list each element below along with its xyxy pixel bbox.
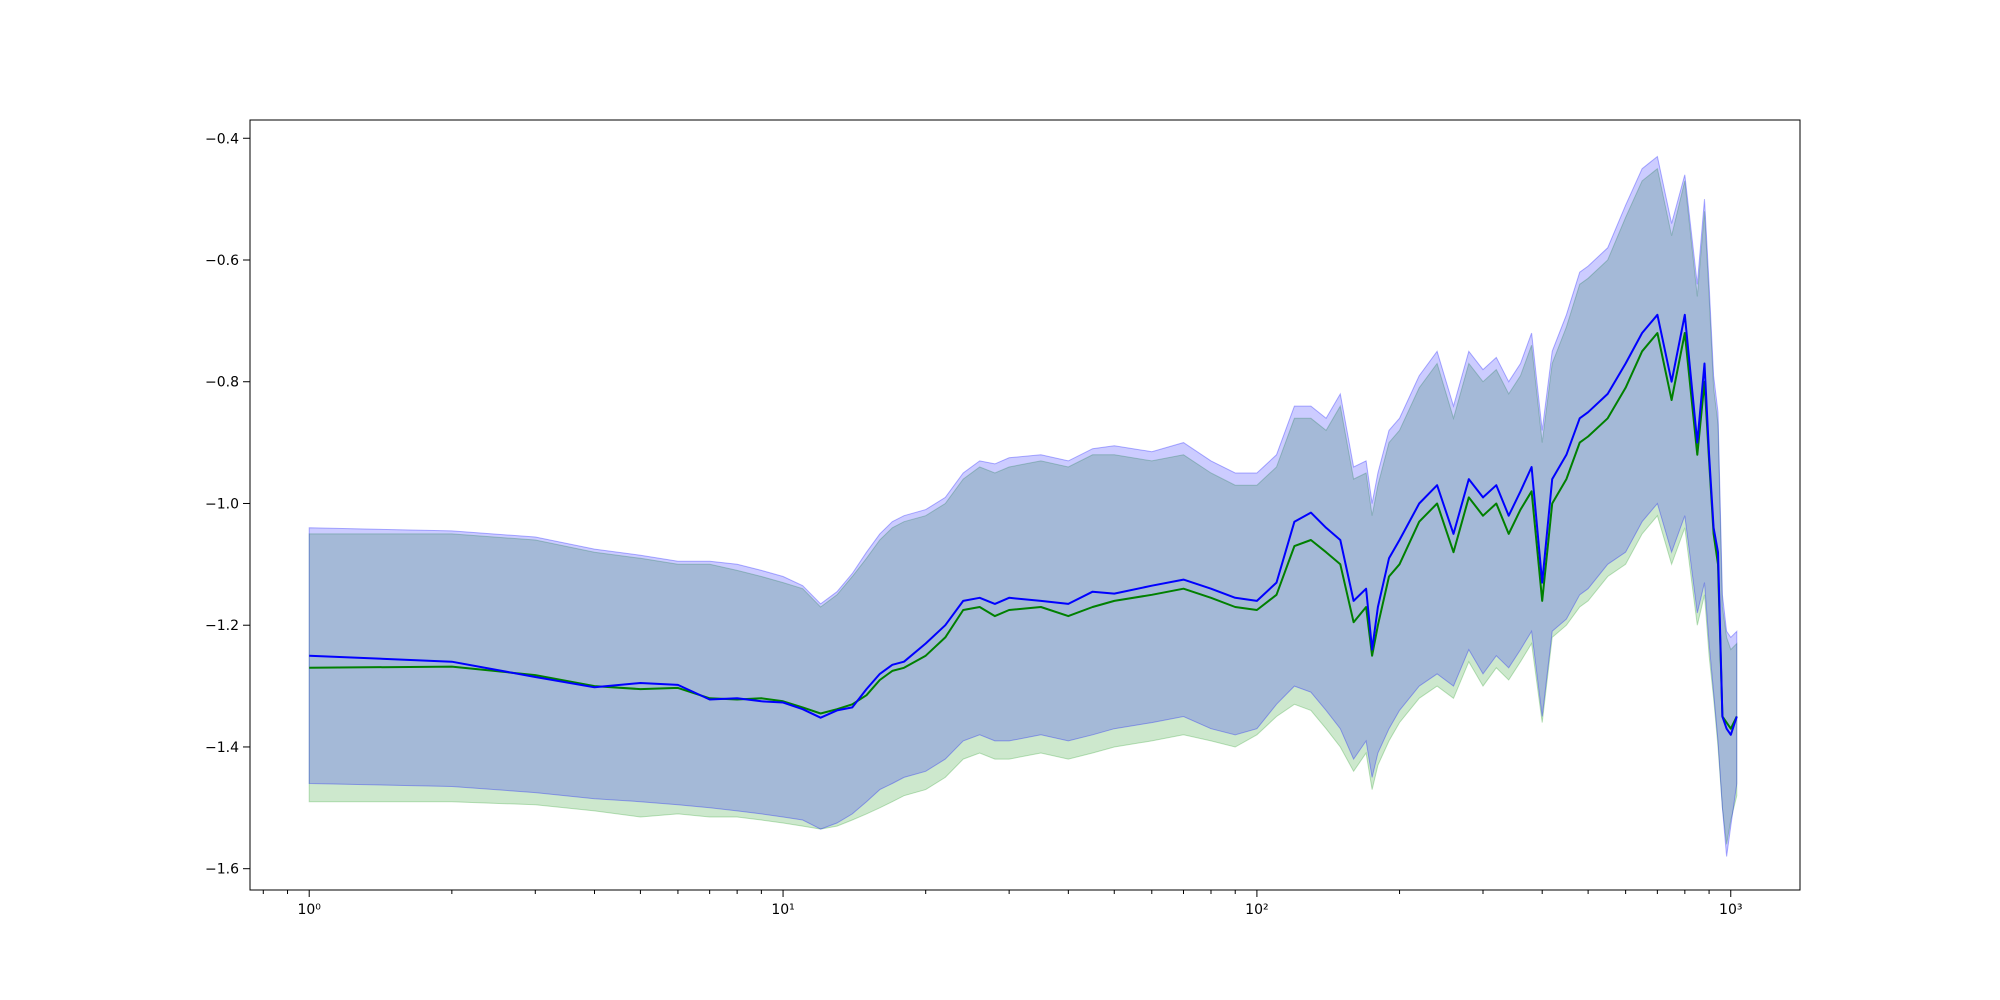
y-tick-label: −0.4	[205, 131, 239, 147]
series-1-band	[308, 167, 1738, 845]
series-lines	[309, 313, 1738, 736]
x-tick-label: 10¹	[771, 902, 794, 918]
series-2-band	[308, 155, 1738, 857]
series-1-line	[309, 332, 1738, 730]
y-tick-label: −1.6	[205, 862, 239, 878]
plot-frame	[249, 119, 1801, 891]
y-tick-label: −1.0	[205, 496, 239, 512]
x-tick-label: 10²	[1245, 902, 1268, 918]
y-tick-label: −0.6	[205, 253, 239, 269]
series-2-line	[309, 313, 1738, 736]
y-tick-label: −0.8	[205, 375, 239, 391]
x-axis: 10⁰ 10¹ 10² 10³	[262, 890, 1742, 918]
confidence-bands	[308, 155, 1738, 857]
y-tick-label: −1.4	[205, 740, 239, 756]
y-axis: −1.6 −1.4 −1.2 −1.0 −0.8 −0.6 −0.4	[205, 131, 250, 878]
x-tick-label: 10³	[1719, 902, 1742, 918]
x-tick-label: 10⁰	[297, 902, 321, 918]
y-tick-label: −1.2	[205, 618, 239, 634]
